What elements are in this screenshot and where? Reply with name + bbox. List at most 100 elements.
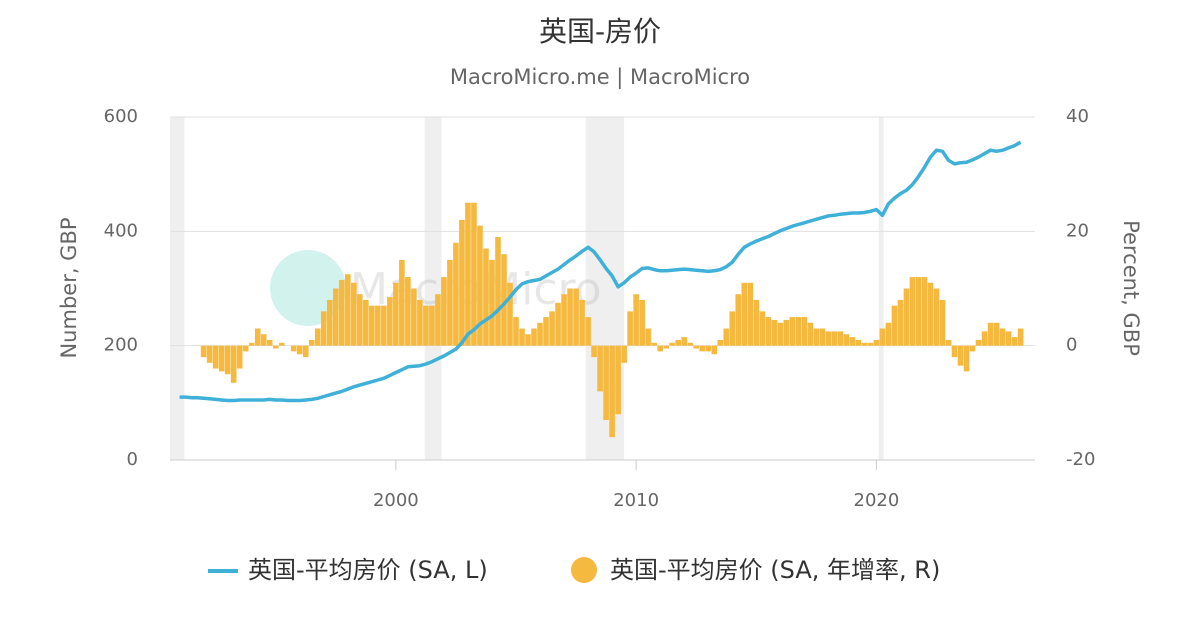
bar — [981, 331, 988, 346]
bar — [933, 288, 940, 346]
bar — [308, 339, 315, 346]
bar — [603, 345, 609, 420]
bar — [363, 299, 369, 346]
bar — [200, 345, 207, 358]
bar — [807, 322, 814, 346]
bar — [597, 345, 603, 392]
bar — [687, 342, 694, 346]
bar — [573, 288, 579, 346]
bar — [897, 299, 904, 346]
bar — [290, 345, 297, 352]
bar — [411, 288, 417, 346]
bar — [939, 299, 946, 346]
bar — [693, 345, 700, 349]
bar — [843, 334, 850, 346]
bar — [801, 317, 808, 346]
chart-subtitle: MacroMicro.me | MacroMicro — [450, 65, 750, 90]
bar — [921, 277, 928, 346]
bar — [381, 305, 387, 346]
bar — [357, 294, 363, 346]
bar — [531, 328, 537, 346]
bar — [819, 328, 826, 346]
bar — [963, 345, 970, 372]
bar — [717, 339, 724, 346]
bar — [837, 331, 844, 346]
bar — [957, 345, 964, 366]
bar — [495, 237, 501, 346]
bar — [879, 328, 886, 346]
bar — [633, 294, 639, 346]
bar — [771, 319, 778, 346]
bar — [735, 294, 742, 346]
bar — [320, 311, 327, 346]
chart-title: 英国-房价 — [539, 15, 661, 48]
bar — [999, 328, 1006, 346]
legend-swatch — [571, 557, 597, 583]
bar — [1011, 337, 1018, 346]
bar — [471, 202, 477, 346]
bar — [483, 248, 489, 346]
bar — [296, 345, 303, 355]
bar — [777, 322, 784, 346]
bar — [266, 339, 273, 346]
bar — [627, 311, 633, 346]
bar — [387, 297, 393, 346]
bar — [651, 342, 657, 346]
bar — [501, 254, 507, 346]
bar — [537, 322, 543, 346]
bar — [861, 342, 868, 346]
bar — [681, 337, 687, 346]
bar — [657, 345, 663, 352]
bar — [302, 345, 309, 358]
bar — [543, 317, 549, 346]
y-tick-label: 600 — [104, 106, 138, 127]
bar — [645, 328, 651, 346]
bar — [417, 299, 423, 346]
bar — [969, 345, 976, 352]
bar — [393, 282, 399, 346]
bar — [375, 305, 381, 346]
bar — [621, 345, 627, 363]
bar — [230, 345, 237, 383]
bar — [873, 339, 880, 346]
bar — [765, 317, 772, 346]
y-tick-label: 0 — [127, 449, 138, 470]
bar — [759, 311, 766, 346]
bar — [945, 339, 952, 346]
legend-label: 英国-平均房价 (SA, 年增率, R) — [610, 556, 940, 584]
bar — [615, 345, 621, 415]
bar — [951, 345, 958, 358]
bar — [855, 339, 862, 346]
bar — [753, 299, 760, 346]
bar — [513, 317, 519, 346]
bar — [663, 345, 669, 349]
bar — [453, 242, 459, 346]
bar — [405, 277, 411, 346]
bar — [591, 345, 597, 358]
bar — [567, 288, 573, 346]
bar — [669, 342, 675, 346]
bar — [783, 319, 790, 346]
bar — [741, 282, 748, 346]
bar — [224, 345, 231, 375]
bar — [831, 331, 838, 346]
bar — [423, 305, 429, 346]
bar — [507, 282, 513, 346]
bar — [399, 259, 405, 346]
bar — [825, 331, 832, 346]
y-axis-label: Number, GBP — [57, 217, 81, 358]
x-tick-label: 2000 — [373, 490, 419, 511]
bar — [987, 322, 994, 346]
bar — [477, 225, 483, 346]
bar — [260, 334, 267, 346]
y2-tick-label: 20 — [1066, 220, 1089, 241]
bar — [489, 259, 495, 346]
bar — [236, 345, 243, 369]
bar — [747, 282, 754, 346]
legend-label: 英国-平均房价 (SA, L) — [248, 556, 488, 584]
bar — [867, 342, 874, 346]
bar — [345, 274, 351, 346]
bar — [609, 345, 615, 438]
bar — [555, 302, 561, 346]
